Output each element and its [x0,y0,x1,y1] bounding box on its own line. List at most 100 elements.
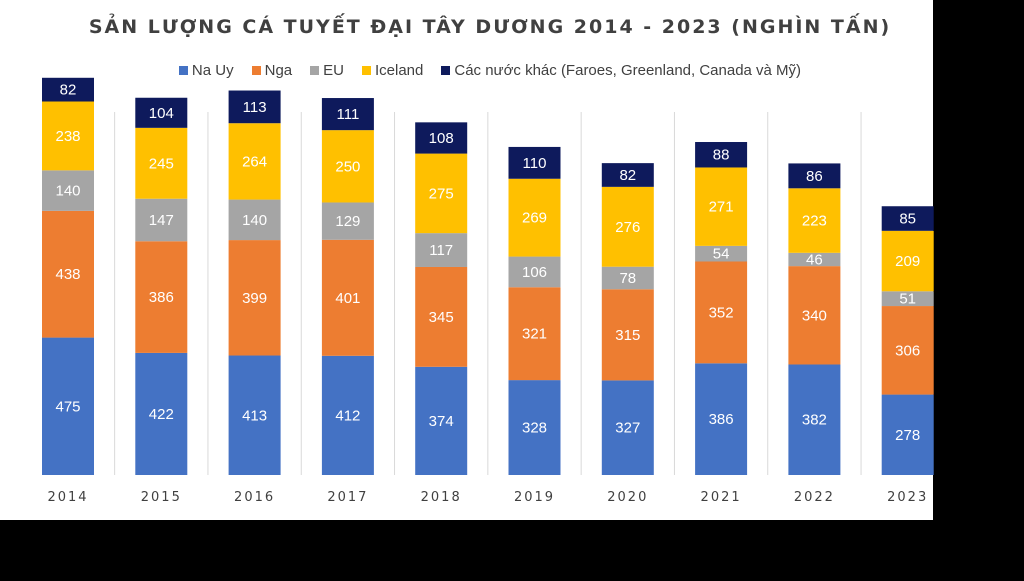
bar-segment [321,130,374,203]
data-label: 140 [55,183,80,200]
legend: Na Uy Nga EU Iceland Các nước khác (Faroes, … [0,62,980,79]
bar-segment [881,291,934,307]
x-tick-label: 2018 [421,490,462,505]
plot-area: 475 438 140 238 82 2014 422 386 147 245 104 2015 413… [42,77,934,505]
data-label: 422 [149,406,174,423]
x-tick-label: 2015 [141,490,182,505]
bar-segment [788,252,841,267]
data-label: 110 [523,155,547,172]
data-label: 401 [335,290,360,307]
bar-segment [415,233,468,267]
data-label: 82 [60,82,77,99]
legend-item-0: Na Uy [178,62,234,79]
data-label: 88 [713,147,730,164]
data-label: 108 [429,130,454,147]
data-label: 209 [895,253,920,270]
data-label: 111 [336,106,359,123]
legend-swatch [441,66,451,75]
bar-segment [321,239,374,356]
x-tick-label: 2016 [234,490,275,505]
data-label: 275 [429,185,454,202]
bar-segment [601,163,654,187]
bar-segment [135,198,188,242]
bar-segment [321,202,374,240]
bar-segment [228,240,281,356]
bar-segment [695,142,748,168]
data-label: 46 [806,251,823,268]
bar-segment [42,77,94,102]
data-label: 475 [55,398,80,415]
data-label: 386 [709,411,734,428]
x-tick-label: 2014 [47,490,88,505]
bar-segment [788,163,841,189]
data-label: 328 [522,420,547,437]
data-label: 345 [429,309,454,326]
bar-segment [601,266,654,290]
bar-segment [415,366,468,475]
bar-segment [42,210,94,338]
data-label: 147 [149,212,174,229]
data-label: 382 [802,412,827,429]
bar-segment [135,127,188,199]
legend-item-3: Iceland [361,62,424,79]
data-label: 140 [242,212,267,229]
bar-segment [42,170,94,211]
legend-swatch [178,66,188,75]
bar-segment [415,122,468,154]
data-label: 352 [709,304,734,321]
bar-segment [228,90,281,124]
bar-segment [508,178,561,257]
x-tick-label: 2020 [607,490,648,505]
legend-label: Nga [264,62,293,79]
chart-title: SẢN LƯỢNG CÁ TUYẾT ĐẠI TÂY DƯƠNG 2014 - … [88,16,892,38]
bar-segment [508,287,561,381]
data-label: 129 [335,213,360,230]
legend-item-1: Nga [251,62,293,79]
data-label: 374 [429,413,454,430]
bar-segment [135,241,188,353]
data-label: 250 [335,158,360,175]
bar-segment [695,363,748,475]
legend-label: Các nước khác (Faroes, Greenland, Canada… [454,62,802,79]
data-label: 85 [899,211,916,228]
x-tick-label: 2021 [701,490,742,505]
bar-segment [415,153,468,234]
bar-segment [601,186,654,267]
bar-segment [788,364,841,475]
data-label: 86 [806,168,823,185]
bar-segment [508,256,561,288]
bar-segment [881,394,934,475]
bar-segment [42,101,94,171]
data-label: 245 [149,155,174,172]
bar-segment [228,199,281,241]
data-label: 306 [895,342,920,359]
bar-segment [415,266,468,367]
legend-label: Iceland [374,62,424,79]
data-label: 223 [802,213,827,230]
data-label: 438 [55,266,80,283]
bar-segment [695,245,748,262]
legend-label: Na Uy [191,62,234,79]
bar-segment [695,261,748,364]
x-tick-label: 2022 [794,490,835,505]
data-label: 271 [709,199,734,216]
data-label: 264 [242,153,267,170]
bar-segment [228,123,281,200]
data-label: 413 [242,407,267,424]
bar-segment [228,355,281,475]
data-label: 327 [615,420,640,437]
legend-item-4: Các nước khác (Faroes, Greenland, Canada… [441,62,801,79]
data-label: 78 [619,270,636,287]
x-tick-label: 2023 [887,490,928,505]
data-label: 113 [243,99,267,116]
bar-segment [881,306,934,395]
data-label: 278 [895,427,920,444]
bar-segment [881,230,934,292]
bar-segment [508,380,561,475]
data-label: 340 [802,307,827,324]
bar-segment [601,289,654,381]
bar-segment [508,146,561,179]
data-label: 276 [615,219,640,236]
data-label: 238 [55,128,80,145]
x-tick-label: 2017 [327,490,368,505]
